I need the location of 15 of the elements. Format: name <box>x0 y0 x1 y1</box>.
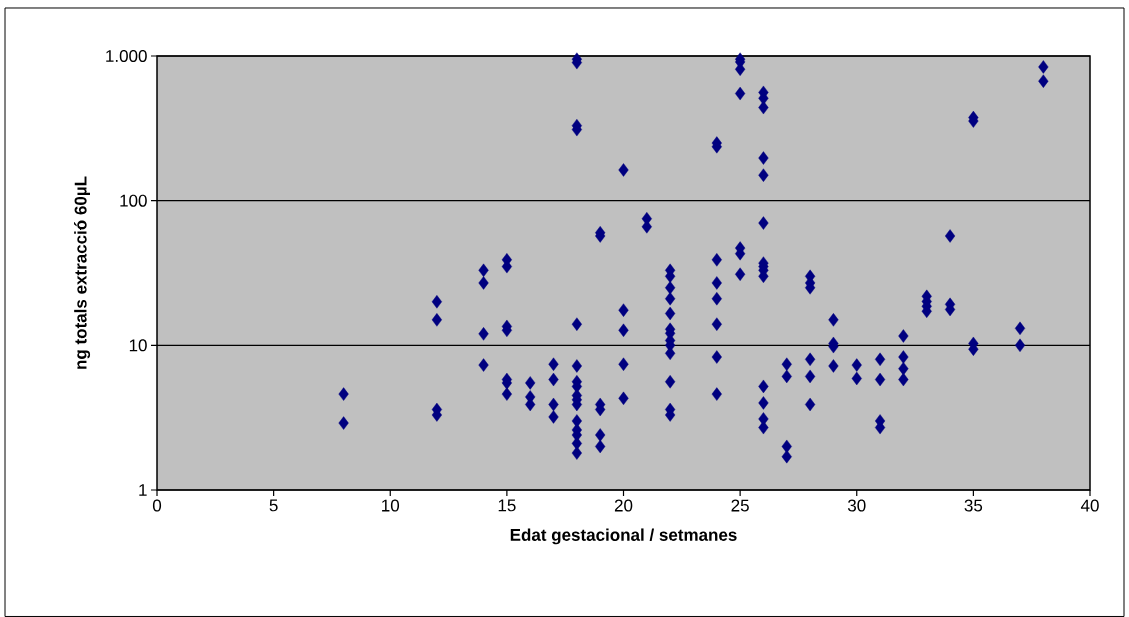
y-tick-label: 1.000 <box>106 49 147 63</box>
x-tick-label: 10 <box>382 499 400 512</box>
x-tick-label: 0 <box>152 499 162 512</box>
x-tick-label: 15 <box>498 499 516 512</box>
x-tick-label: 25 <box>731 499 749 512</box>
y-tick-label: 1 <box>139 484 147 496</box>
y-tick-label: 10 <box>129 339 147 352</box>
x-tick-label: 5 <box>269 499 278 512</box>
x-tick-label: 20 <box>614 499 633 512</box>
x-tick-label: 35 <box>964 499 983 512</box>
x-axis-title: Edat gestacional / setmanes <box>510 528 737 545</box>
y-tick-label: 100 <box>120 194 147 207</box>
y-axis-title: ng totals extracció 60µL <box>74 176 91 369</box>
x-tick-label: 30 <box>847 499 866 512</box>
x-tick-label: 40 <box>1080 499 1099 512</box>
